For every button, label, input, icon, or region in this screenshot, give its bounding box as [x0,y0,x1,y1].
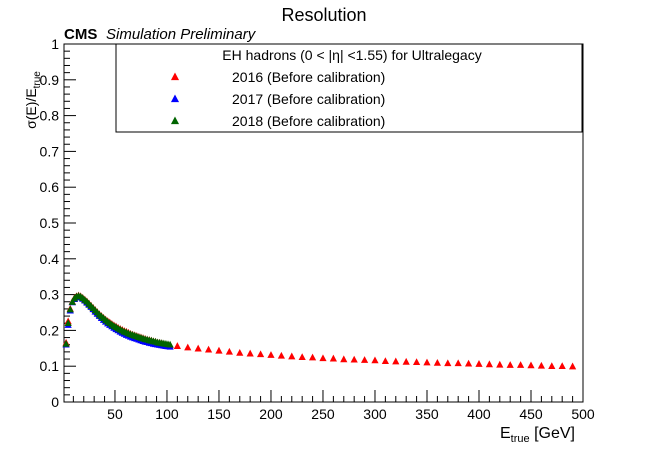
chart-title: Resolution [281,5,366,25]
y-tick-label: 0.7 [40,143,60,159]
x-tick-label: 200 [259,406,283,422]
data-point [173,342,181,349]
data-point [319,354,327,362]
simulation-preliminary-label: Simulation Preliminary [106,26,257,43]
legend-label: 2017 (Before calibration) [232,91,385,107]
data-point [350,355,358,363]
x-axis-label-unit: [GeV] [530,425,575,442]
cms-label: CMS [64,26,97,43]
data-point [215,346,223,354]
legend-marker [170,116,180,125]
y-axis-label-sub: true [32,71,43,89]
legend-box [115,43,583,133]
y-tick-label: 0.3 [40,287,60,303]
x-tick-label: 500 [571,406,595,422]
data-point [66,305,74,313]
data-point [246,349,254,357]
x-tick-label: 250 [311,406,335,422]
data-point [68,298,76,305]
y-tick-label: 0.5 [40,215,60,231]
data-point [340,355,348,363]
data-point [381,357,389,364]
x-tick-label: 150 [207,406,231,422]
legend-entries: 2016 (Before calibration) 2017 (Before ca… [170,69,385,129]
legend-label: 2016 (Before calibration) [232,69,385,85]
data-point [225,347,233,355]
x-axis-label-main: E [500,425,511,442]
data-points [62,291,577,370]
x-tick-label: 450 [519,406,543,422]
data-point [412,358,421,366]
data-point [506,361,514,368]
x-tick-label: 400 [467,406,491,422]
data-point [267,351,275,358]
data-point [496,360,504,368]
data-point [464,359,473,367]
data-point [568,362,577,370]
series-3-points [62,292,174,348]
data-point [548,362,556,369]
legend-title: EH hadrons (0 < |η| <1.55) for Ultralega… [222,47,481,63]
data-point [308,353,317,361]
data-point [537,361,545,369]
data-point [454,359,462,367]
data-point [298,353,306,361]
legend-marker [170,72,180,81]
data-point [475,360,483,367]
y-tick-label: 0 [51,394,59,410]
data-point [558,362,566,369]
data-point [236,348,244,356]
data-point [64,319,72,327]
y-axis-label-main: σ(E)/E [23,88,39,129]
y-tick-label: 1 [51,36,59,52]
y-tick-label: 0.4 [40,251,60,267]
legend-marker [170,94,180,103]
data-point [527,361,535,369]
y-tick-label: 0.1 [40,358,60,374]
data-point [62,340,70,347]
legend-label: 2018 (Before calibration) [232,113,385,129]
data-point [433,358,441,366]
data-point [166,340,174,348]
x-axis-label: Etrue [GeV] [500,425,575,445]
data-point [194,344,202,352]
data-point [204,345,213,353]
y-tick-label: 0.6 [40,179,60,195]
y-tick-label: 0.9 [40,72,60,88]
data-point [371,356,379,364]
data-point [184,343,192,351]
data-point [256,350,265,358]
x-tick-label: 350 [415,406,439,422]
y-axis-label: σ(E)/Etrue [23,71,43,129]
x-tick-label: 50 [107,406,123,422]
data-point [360,356,369,363]
x-axis-label-sub: true [511,433,530,445]
y-tick-label: 0.8 [40,108,60,124]
data-point [329,354,337,362]
x-tick-label: 100 [155,406,179,422]
data-point [277,351,285,359]
x-tick-label: 300 [363,406,387,422]
data-point [402,357,410,365]
plot-axes: 50 100 150 200 250 300 350 400 450 500 0 0.1 0.2 0.3 0… [40,36,595,422]
data-point [423,358,431,366]
data-point [444,359,452,367]
series-1-points [62,291,577,370]
data-point [516,361,525,368]
data-point [485,360,493,368]
data-point [392,357,400,365]
data-point [288,352,296,360]
y-tick-label: 0.2 [40,322,60,338]
